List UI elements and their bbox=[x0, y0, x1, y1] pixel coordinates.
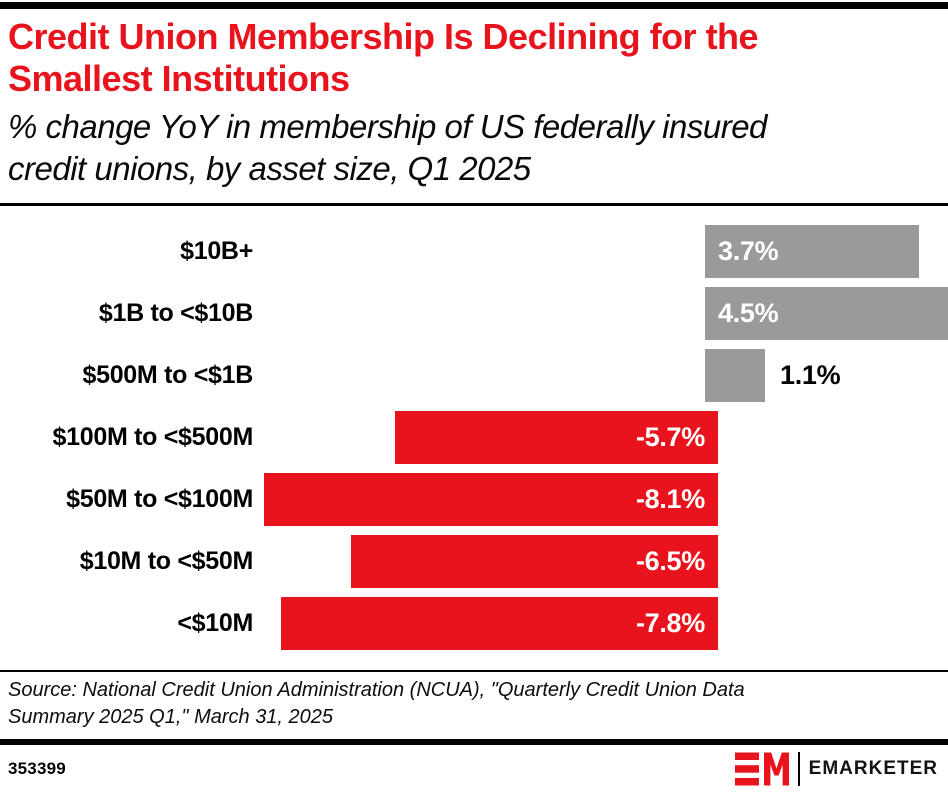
category-label: $10B+ bbox=[180, 237, 253, 265]
source-divider-rule bbox=[0, 670, 948, 672]
emarketer-logo: EMARKETER bbox=[734, 751, 938, 787]
category-label: $100M to <$500M bbox=[52, 423, 254, 451]
bar-value-label: -6.5% bbox=[635, 546, 705, 576]
chart-title: Credit Union Membership Is Declining for… bbox=[8, 16, 759, 99]
bar-value-label: -5.7% bbox=[635, 422, 705, 452]
positive-bar bbox=[705, 349, 765, 402]
plot-area: 1.1% bbox=[260, 349, 948, 402]
plot-area: -7.8% bbox=[260, 597, 948, 650]
category-label: $10M to <$50M bbox=[79, 547, 254, 575]
chart-row: $10M to <$50M -6.5% bbox=[0, 535, 948, 588]
chart-row: $500M to <$1B 1.1% bbox=[0, 349, 948, 402]
bar-value-label: 1.1% bbox=[780, 360, 841, 390]
chart-header: Credit Union Membership Is Declining for… bbox=[8, 16, 942, 190]
header-divider-rule bbox=[0, 203, 948, 206]
plot-area: -8.1% bbox=[260, 473, 948, 526]
negative-bar: -7.8% bbox=[281, 597, 718, 650]
bar-value-label: 4.5% bbox=[718, 298, 779, 328]
negative-bar: -6.5% bbox=[351, 535, 718, 588]
bar-chart: $10B+ 3.7% $1B to <$10B 4.5% $500M to <$1B 1.… bbox=[0, 225, 948, 659]
chart-id: 353399 bbox=[8, 758, 66, 778]
plot-area: 4.5% bbox=[260, 287, 948, 340]
bar-value-label: -7.8% bbox=[635, 608, 705, 638]
category-label: $1B to <$10B bbox=[98, 299, 253, 327]
chart-row: $1B to <$10B 4.5% bbox=[0, 287, 948, 340]
negative-bar: -5.7% bbox=[395, 411, 718, 464]
category-label: $500M to <$1B bbox=[82, 361, 254, 389]
chart-row: $100M to <$500M -5.7% bbox=[0, 411, 948, 464]
source-note: Source: National Credit Union Administra… bbox=[8, 679, 745, 728]
category-label: $50M to <$100M bbox=[66, 485, 253, 513]
chart-row: <$10M -7.8% bbox=[0, 597, 948, 650]
plot-area: -6.5% bbox=[260, 535, 948, 588]
chart-subtitle: % change YoY in membership of US federal… bbox=[8, 108, 767, 187]
positive-bar: 3.7% bbox=[705, 225, 919, 278]
logo-divider bbox=[797, 751, 800, 786]
footer-divider-rule bbox=[0, 739, 948, 745]
chart-rows: $10B+ 3.7% $1B to <$10B 4.5% $500M to <$1B 1.… bbox=[0, 225, 948, 650]
plot-area: -5.7% bbox=[260, 411, 948, 464]
chart-row: $50M to <$100M -8.1% bbox=[0, 473, 948, 526]
top-rule bbox=[0, 2, 948, 9]
chart-row: $10B+ 3.7% bbox=[0, 225, 948, 278]
bar-value-label: -8.1% bbox=[635, 484, 705, 514]
emarketer-em-icon bbox=[734, 752, 789, 785]
positive-bar: 4.5% bbox=[705, 287, 948, 340]
category-label: <$10M bbox=[177, 609, 253, 637]
plot-area: 3.7% bbox=[260, 225, 948, 278]
brand-name: EMARKETER bbox=[808, 757, 938, 779]
negative-bar: -8.1% bbox=[264, 473, 718, 526]
bar-value-label: 3.7% bbox=[718, 236, 779, 266]
footer: 353399 EMARKETER bbox=[0, 745, 948, 792]
